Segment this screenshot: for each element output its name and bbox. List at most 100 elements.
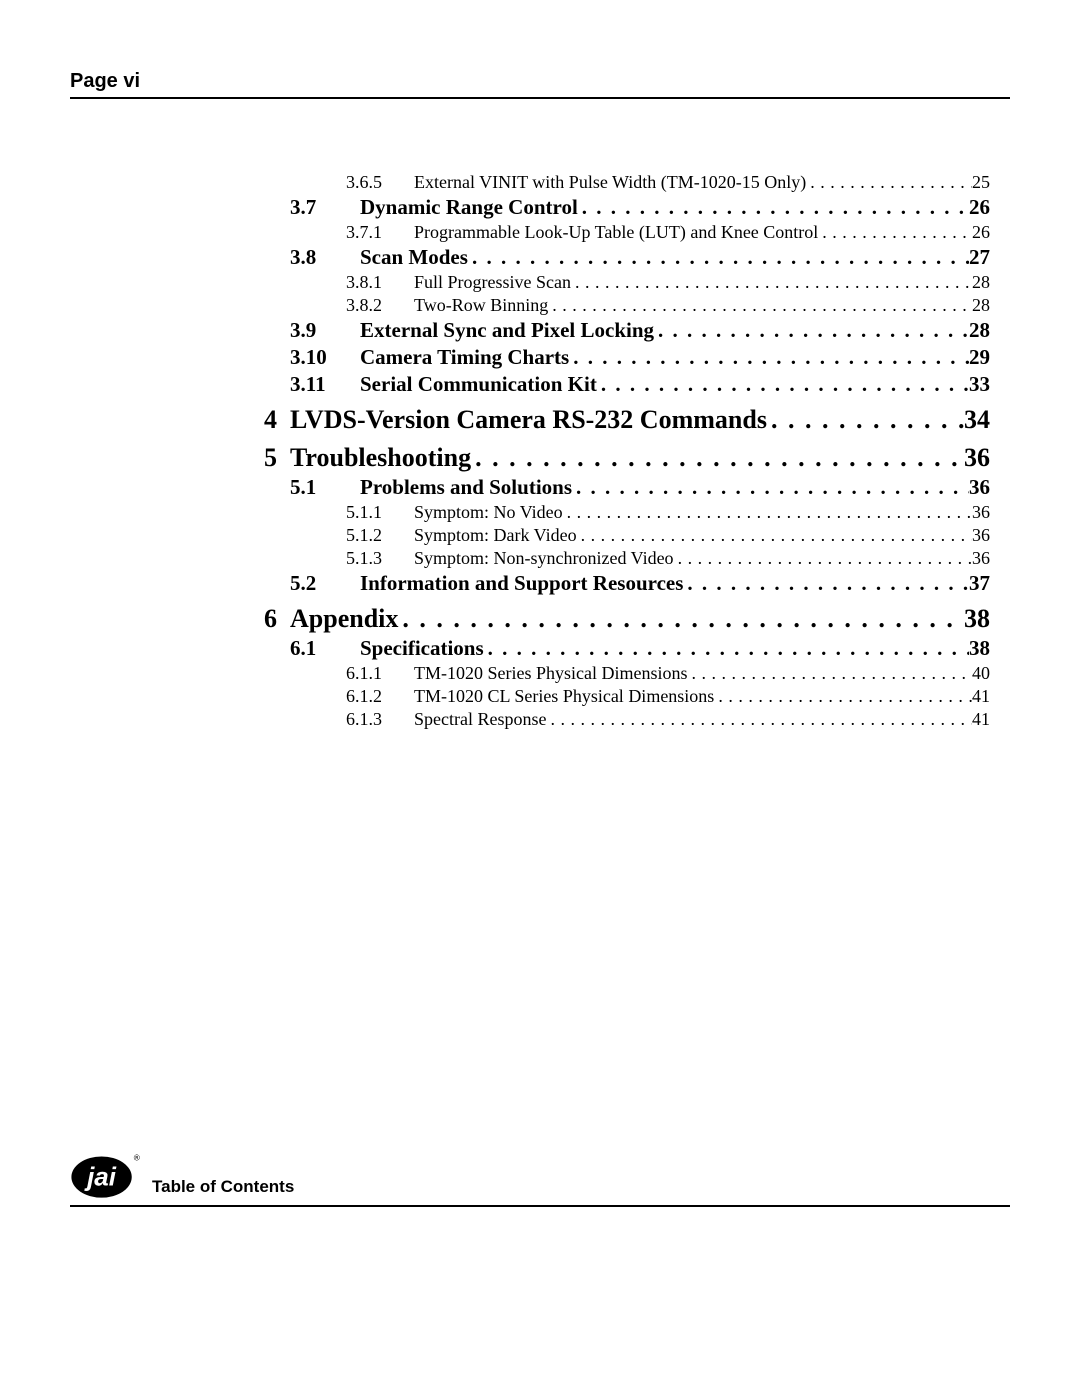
toc-entry-title: LVDS-Version Camera RS-232 Commands: [290, 405, 767, 435]
toc-entry: 6.1.3Spectral Response . . . . . . . . .…: [290, 709, 990, 730]
toc-entry-title: Appendix: [290, 604, 398, 634]
toc-entry-number: 3.8.1: [346, 272, 414, 293]
toc-entry-title: Spectral Response: [414, 709, 546, 730]
toc-entry-page: 36: [972, 548, 990, 569]
toc-entry: 3.9External Sync and Pixel Locking . . .…: [290, 318, 990, 343]
footer-caption: Table of Contents: [152, 1177, 294, 1199]
toc-entry-page: 28: [972, 272, 990, 293]
toc-leader-dots: . . . . . . . . . . . . . . . . . . . . …: [548, 295, 972, 316]
toc-entry: 6.1Specifications . . . . . . . . . . . …: [290, 636, 990, 661]
toc-entry-number: 3.8.2: [346, 295, 414, 316]
jai-logo-icon: jai ®: [70, 1151, 140, 1199]
toc-entry-page: 28: [972, 295, 990, 316]
toc-leader-dots: . . . . . . . . . . . . . . . . . . . . …: [468, 245, 969, 270]
page-header: Page vi: [70, 70, 1010, 99]
toc-entry: 5.2Information and Support Resources . .…: [290, 571, 990, 596]
toc-leader-dots: . . . . . . . . . . . . . . . . . . . . …: [597, 372, 969, 397]
toc-entry-number: 3.8: [290, 245, 360, 270]
toc-entry-title: Symptom: Non-synchronized Video: [414, 548, 674, 569]
toc-entry: 3.6.5External VINIT with Pulse Width (TM…: [290, 172, 990, 193]
toc-entry: 4LVDS-Version Camera RS-232 Commands . .…: [290, 405, 990, 435]
toc-entry-title: Specifications: [360, 636, 484, 661]
toc-entry: 6.1.2TM-1020 CL Series Physical Dimensio…: [290, 686, 990, 707]
toc-entry-title: TM-1020 CL Series Physical Dimensions: [414, 686, 714, 707]
toc-entry-page: 38: [969, 636, 990, 661]
toc-entry-page: 40: [972, 663, 990, 684]
toc-leader-dots: . . . . . . . . . . . . . . . . . . . . …: [714, 686, 972, 707]
toc-entry-page: 41: [972, 686, 990, 707]
toc-leader-dots: . . . . . . . . . . . . . . . . . . . . …: [674, 548, 972, 569]
toc-entry-page: 27: [969, 245, 990, 270]
toc-leader-dots: . . . . . . . . . . . . . . . . . . . . …: [563, 502, 972, 523]
toc-leader-dots: . . . . . . . . . . . . . . . . . . . . …: [471, 443, 964, 473]
svg-text:jai: jai: [84, 1161, 117, 1191]
toc-entry-page: 38: [964, 604, 990, 634]
toc-entry-number: 3.7: [290, 195, 360, 220]
toc-entry-number: 3.10: [290, 345, 360, 370]
toc-entry-number: 5.1.3: [346, 548, 414, 569]
toc-leader-dots: . . . . . . . . . . . . . . . . . . . . …: [577, 525, 972, 546]
toc-entry-page: 36: [972, 502, 990, 523]
toc-entry-number: 5.2: [290, 571, 360, 596]
toc-leader-dots: . . . . . . . . . . . . . . . . . . . . …: [546, 709, 972, 730]
toc-entry-page: 34: [964, 405, 990, 435]
toc-entry: 3.7Dynamic Range Control . . . . . . . .…: [290, 195, 990, 220]
toc-entry-number: 3.6.5: [346, 172, 414, 193]
toc-entry-title: Dynamic Range Control: [360, 195, 578, 220]
toc-entry-number: 3.11: [290, 372, 360, 397]
toc-entry-title: Information and Support Resources: [360, 571, 683, 596]
toc-entry-number: 3.9: [290, 318, 360, 343]
toc-entry-number: 3.7.1: [346, 222, 414, 243]
toc-entry-number: 6.1.2: [346, 686, 414, 707]
toc-leader-dots: . . . . . . . . . . . . . . . . . . . . …: [578, 195, 969, 220]
toc-entry-page: 28: [969, 318, 990, 343]
toc-entry-number: 6.1: [290, 636, 360, 661]
toc-entry-page: 37: [969, 571, 990, 596]
toc-entry: 6Appendix . . . . . . . . . . . . . . . …: [290, 604, 990, 634]
table-of-contents: 3.6.5External VINIT with Pulse Width (TM…: [290, 170, 990, 730]
toc-entry: 3.8Scan Modes . . . . . . . . . . . . . …: [290, 245, 990, 270]
toc-leader-dots: . . . . . . . . . . . . . . . . . . . . …: [818, 222, 972, 243]
toc-entry-page: 36: [969, 475, 990, 500]
toc-entry-title: TM-1020 Series Physical Dimensions: [414, 663, 687, 684]
toc-entry-title: Camera Timing Charts: [360, 345, 569, 370]
toc-entry: 3.8.2Two-Row Binning . . . . . . . . . .…: [290, 295, 990, 316]
toc-entry-title: Troubleshooting: [290, 443, 471, 473]
toc-leader-dots: . . . . . . . . . . . . . . . . . . . . …: [572, 475, 969, 500]
toc-entry-number: 6: [264, 604, 290, 634]
toc-entry-number: 6.1.1: [346, 663, 414, 684]
toc-entry: 3.7.1Programmable Look-Up Table (LUT) an…: [290, 222, 990, 243]
toc-entry: 3.11Serial Communication Kit . . . . . .…: [290, 372, 990, 397]
toc-entry: 5Troubleshooting . . . . . . . . . . . .…: [290, 443, 990, 473]
toc-entry-number: 5.1: [290, 475, 360, 500]
toc-entry-title: Serial Communication Kit: [360, 372, 597, 397]
toc-leader-dots: . . . . . . . . . . . . . . . . . . . . …: [398, 604, 964, 634]
toc-entry: 5.1.3Symptom: Non-synchronized Video . .…: [290, 548, 990, 569]
toc-leader-dots: . . . . . . . . . . . . . . . . . . . . …: [654, 318, 969, 343]
toc-leader-dots: . . . . . . . . . . . . . . . . . . . . …: [569, 345, 969, 370]
toc-leader-dots: . . . . . . . . . . . . . . . . . . . . …: [687, 663, 972, 684]
toc-entry-title: Programmable Look-Up Table (LUT) and Kne…: [414, 222, 818, 243]
toc-entry: 5.1Problems and Solutions . . . . . . . …: [290, 475, 990, 500]
toc-entry-page: 26: [969, 195, 990, 220]
toc-entry-title: Scan Modes: [360, 245, 468, 270]
toc-entry-page: 41: [972, 709, 990, 730]
toc-entry-page: 26: [972, 222, 990, 243]
toc-entry-title: Problems and Solutions: [360, 475, 572, 500]
toc-entry-number: 6.1.3: [346, 709, 414, 730]
toc-entry-page: 33: [969, 372, 990, 397]
toc-entry-number: 5.1.2: [346, 525, 414, 546]
toc-entry-number: 5: [264, 443, 290, 473]
toc-entry-page: 29: [969, 345, 990, 370]
toc-entry: 3.8.1Full Progressive Scan . . . . . . .…: [290, 272, 990, 293]
toc-entry-number: 4: [264, 405, 290, 435]
toc-entry: 5.1.2Symptom: Dark Video . . . . . . . .…: [290, 525, 990, 546]
toc-entry-number: 5.1.1: [346, 502, 414, 523]
toc-entry: 3.10Camera Timing Charts . . . . . . . .…: [290, 345, 990, 370]
toc-entry-title: External Sync and Pixel Locking: [360, 318, 654, 343]
toc-entry-title: Symptom: No Video: [414, 502, 563, 523]
toc-entry: 5.1.1Symptom: No Video . . . . . . . . .…: [290, 502, 990, 523]
toc-entry-page: 25: [972, 172, 990, 193]
toc-entry-title: Two-Row Binning: [414, 295, 548, 316]
page-number-label: Page vi: [70, 70, 140, 92]
